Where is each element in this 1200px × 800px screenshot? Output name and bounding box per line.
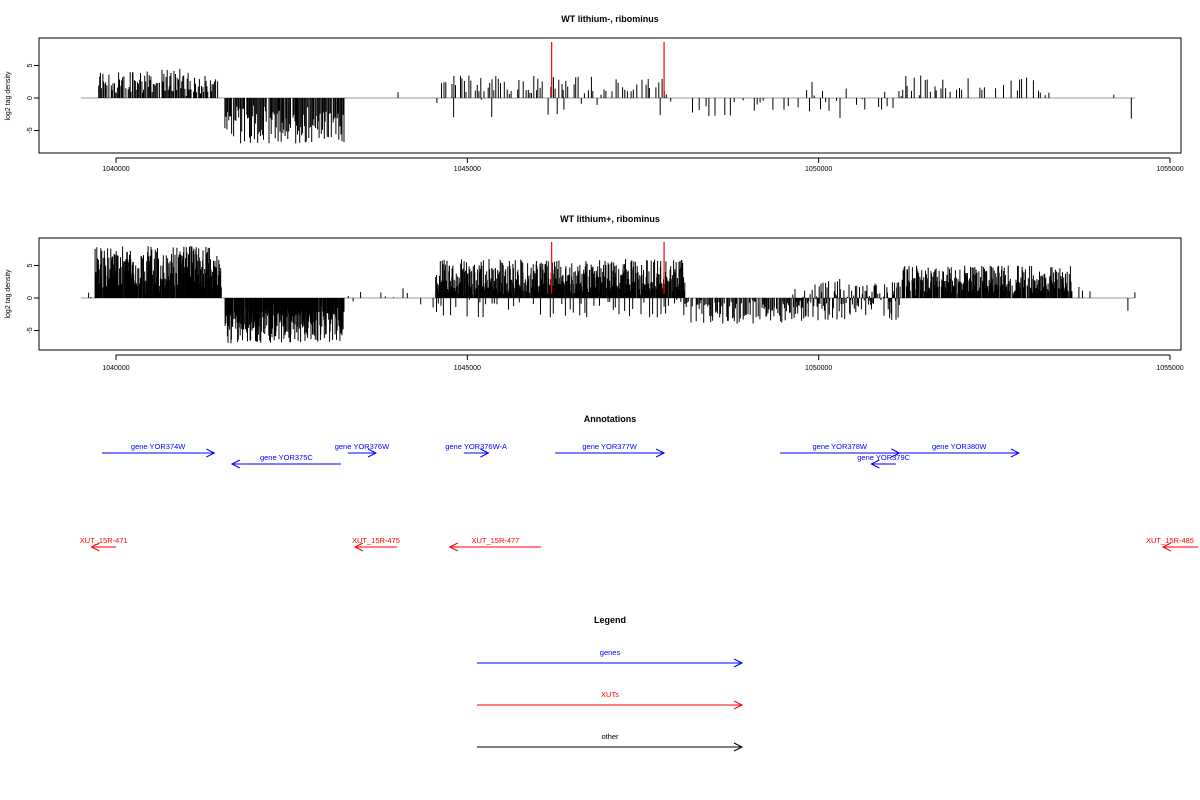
feature-label: XUT_15R-485 bbox=[1146, 536, 1194, 545]
feature-label: gene YOR379C bbox=[857, 453, 910, 462]
feature-arrow-arrowhead bbox=[448, 542, 458, 552]
feature-label: gene YOR374W bbox=[131, 442, 186, 451]
feature-arrow-arrowhead bbox=[655, 448, 666, 458]
coverage-bars bbox=[80, 246, 1136, 344]
feature-arrow-arrowhead bbox=[230, 459, 241, 469]
track-panel-lithium-plus: WT lithium+, ribominus log2 tag density … bbox=[5, 214, 1184, 372]
y-tick-label: 5 bbox=[27, 63, 34, 67]
feature-label: XUT_15R-471 bbox=[80, 536, 128, 545]
region-markers bbox=[551, 42, 665, 97]
y-axis: -5 0 5 bbox=[27, 63, 39, 134]
feature-label: XUT_15R-477 bbox=[471, 536, 519, 545]
feature-label: gene YOR378W bbox=[813, 442, 868, 451]
y-tick-label: 0 bbox=[27, 296, 34, 300]
feature-arrow-arrowhead bbox=[870, 459, 880, 469]
feature-label: gene YOR376W-A bbox=[445, 442, 507, 451]
y-tick-label: 0 bbox=[27, 96, 34, 100]
feature-arrow-arrowhead bbox=[367, 448, 378, 458]
region-markers bbox=[551, 242, 665, 294]
legend-items: genes XUTs other bbox=[477, 648, 744, 752]
legend-arrow-arrowhead bbox=[733, 700, 744, 710]
feature-arrow-arrowhead bbox=[1161, 542, 1172, 552]
y-axis-label: log2 tag density bbox=[5, 269, 12, 319]
x-tick-label: 1040000 bbox=[102, 166, 129, 173]
legend-label: genes bbox=[600, 648, 621, 657]
legend-title: Legend bbox=[594, 615, 626, 625]
feature-label: gene YOR375C bbox=[260, 453, 313, 462]
x-tick-label: 1050000 bbox=[805, 365, 832, 372]
y-axis: -5 0 5 bbox=[27, 263, 39, 334]
feature-arrow-arrowhead bbox=[480, 448, 490, 458]
x-tick-label: 1040000 bbox=[102, 365, 129, 372]
annotation-features: gene YOR374W gene YOR375C gene YOR376W gene… bbox=[80, 442, 1198, 552]
plot-frame bbox=[38, 37, 1182, 154]
y-axis-label: log2 tag density bbox=[5, 71, 12, 121]
feature-label: gene YOR377W bbox=[582, 442, 637, 451]
feature-label: XUT_15R-475 bbox=[352, 536, 400, 545]
y-tick-label: -5 bbox=[27, 327, 34, 333]
y-tick-label: 5 bbox=[27, 263, 34, 267]
feature-label: gene YOR380W bbox=[932, 442, 987, 451]
feature-arrow-arrowhead bbox=[206, 448, 216, 458]
feature-arrow-arrowhead bbox=[1010, 448, 1021, 458]
y-tick-label: -5 bbox=[27, 127, 34, 133]
x-tick-label: 1045000 bbox=[454, 365, 481, 372]
feature-arrow-arrowhead bbox=[90, 542, 100, 552]
feature-label: gene YOR376W bbox=[335, 442, 390, 451]
annotations-title: Annotations bbox=[584, 414, 637, 424]
x-tick-label: 1045000 bbox=[454, 166, 481, 173]
coverage-bars bbox=[80, 69, 1135, 144]
x-axis: 1040000 1045000 1050000 1055000 bbox=[102, 157, 1184, 173]
legend: Legend genes XUTs other bbox=[477, 615, 744, 752]
legend-arrow-arrowhead bbox=[733, 742, 744, 752]
panel-title: WT lithium-, ribominus bbox=[561, 14, 659, 24]
track-panel-lithium-minus: WT lithium-, ribominus log2 tag density … bbox=[5, 14, 1184, 173]
x-axis: 1040000 1045000 1050000 1055000 bbox=[102, 354, 1184, 372]
legend-arrow-arrowhead bbox=[733, 658, 744, 668]
feature-arrow-arrowhead bbox=[353, 542, 364, 552]
x-tick-label: 1050000 bbox=[805, 166, 832, 173]
plot-frame bbox=[38, 237, 1182, 351]
x-tick-label: 1055000 bbox=[1156, 365, 1183, 372]
legend-label: XUTs bbox=[601, 690, 619, 699]
legend-label: other bbox=[601, 732, 619, 741]
x-tick-label: 1055000 bbox=[1156, 166, 1183, 173]
panel-title: WT lithium+, ribominus bbox=[560, 214, 660, 224]
